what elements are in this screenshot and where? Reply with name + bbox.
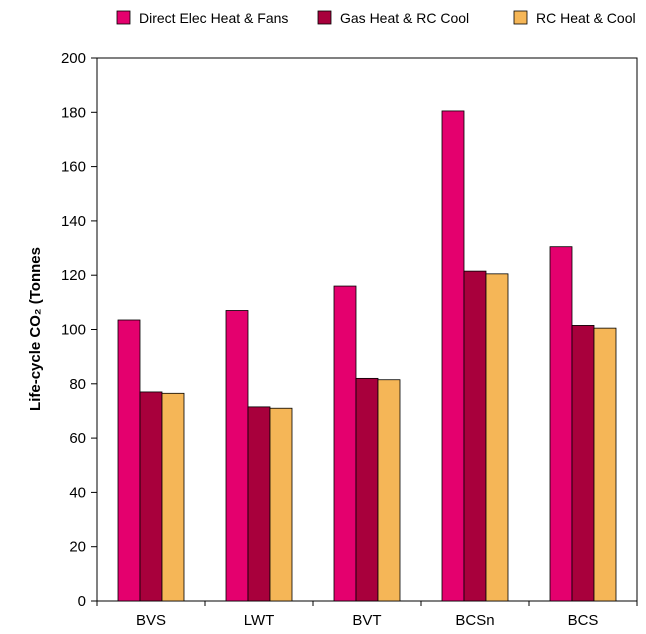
- bar-bcsn-series-2: [463, 270, 487, 602]
- bar-lwt-series-1: [225, 310, 249, 602]
- y-tick-label: 60: [69, 430, 86, 447]
- y-tick-label: 160: [61, 159, 86, 176]
- bar-bvs-series-3: [161, 392, 185, 602]
- y-tick-label: 120: [61, 267, 86, 284]
- y-tick-label: 20: [69, 539, 86, 556]
- legend-swatch: [116, 10, 131, 25]
- y-tick-label: 200: [61, 50, 86, 67]
- bar-bvt-series-1: [333, 285, 357, 602]
- y-tick-label: 0: [78, 593, 86, 610]
- bar-bvt-series-2: [355, 377, 379, 602]
- bar-lwt-series-2: [247, 406, 271, 602]
- legend-label: RC Heat & Cool: [536, 10, 636, 26]
- bar-bcsn-series-1: [441, 110, 465, 602]
- bar-bvs-series-2: [139, 391, 163, 602]
- x-tick-label: BVS: [136, 612, 166, 629]
- legend-label: Gas Heat & RC Cool: [340, 10, 469, 26]
- legend-swatch: [317, 10, 332, 25]
- x-axis: BVS LWT BVT BCSn BCS: [96, 601, 638, 629]
- bar-bvs-series-1: [117, 319, 141, 602]
- y-axis-label: Life-cycle CO₂ (Tonnes: [27, 247, 44, 411]
- bars: [117, 110, 617, 602]
- bar-bcs-series-3: [593, 327, 617, 602]
- y-tick-label: 40: [69, 484, 86, 501]
- y-tick-label: 80: [69, 376, 86, 393]
- y-axis: 0 20 40 60 80 100 120 140 160 180 200: [61, 50, 97, 610]
- x-tick-label: LWT: [244, 612, 275, 629]
- y-tick-label: 180: [61, 104, 86, 121]
- x-tick-label: BVT: [352, 612, 381, 629]
- x-tick-label: BCS: [568, 612, 599, 629]
- y-tick-label: 140: [61, 213, 86, 230]
- bar-bcsn-series-3: [485, 273, 509, 602]
- bar-bcs-series-1: [549, 246, 573, 602]
- bar-bcs-series-2: [571, 325, 595, 602]
- y-tick-label: 100: [61, 322, 86, 339]
- bar-bvt-series-3: [377, 379, 401, 602]
- legend-swatch: [513, 10, 528, 25]
- bar-lwt-series-3: [269, 407, 293, 602]
- x-tick-label: BCSn: [455, 612, 494, 629]
- legend: Direct Elec Heat & Fans Gas Heat & RC Coo…: [116, 10, 636, 26]
- legend-label: Direct Elec Heat & Fans: [139, 10, 288, 26]
